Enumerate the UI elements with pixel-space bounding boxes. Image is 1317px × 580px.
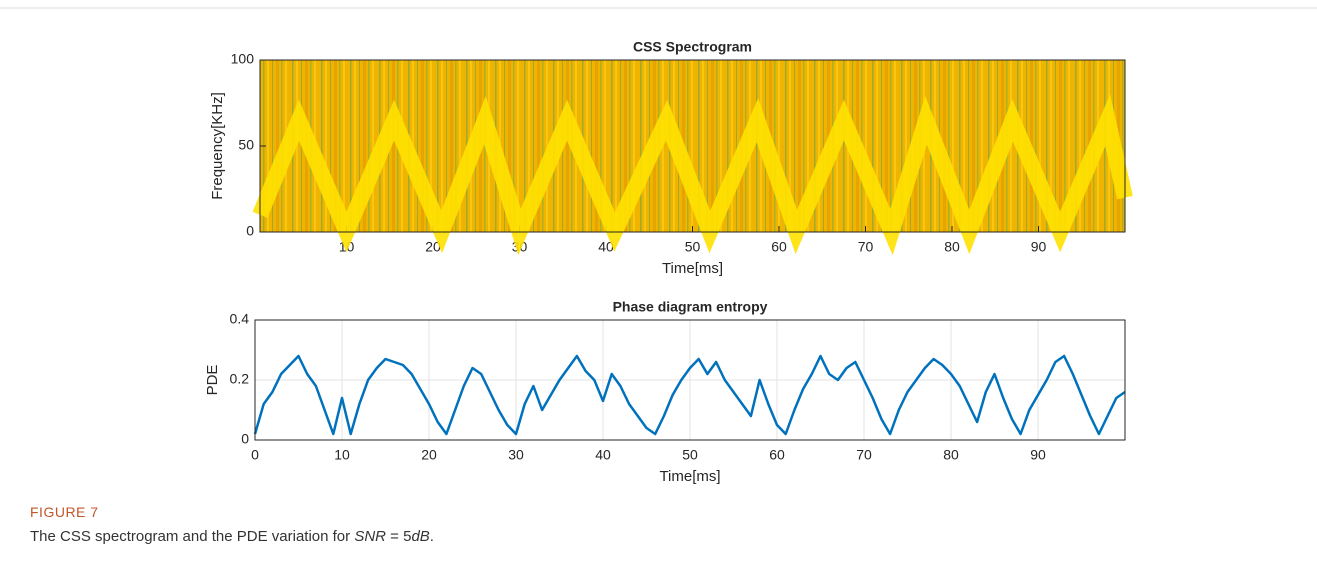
caption-label: FIGURE 7 [30,504,99,520]
caption-part: . [429,528,434,545]
x-tick-label: 80 [943,447,959,463]
figure: 0 50 100 10 20 30 40 50 60 70 80 90 CSS Spectrogram T… [0,7,1317,485]
pde-line [253,354,1126,436]
y-tick-label: 100 [231,51,255,67]
y-tick-label: 0.4 [230,311,250,327]
caption-part: SNR [354,528,386,545]
x-tick-label: 60 [769,447,785,463]
x-tick-label: 70 [856,447,872,463]
y-axis-label: Frequency[KHz] [209,92,226,200]
y-tick-label: 0 [246,223,254,239]
chart-title: Phase diagram entropy [613,299,768,315]
x-tick-label: 80 [944,239,960,255]
x-tick-label: 10 [334,447,350,463]
y-tick-label: 0.2 [230,371,250,387]
x-tick-label: 90 [1030,447,1046,463]
axes-frame [254,319,1126,441]
y-tick-label: 0 [241,431,249,447]
x-tick-label: 0 [251,447,259,463]
caption-part: dB [411,528,430,545]
y-axis-label: PDE [204,365,221,396]
x-tick-label: 60 [771,239,787,255]
x-tick-label: 30 [508,447,524,463]
x-tick-label: 20 [425,239,441,255]
caption-text: The CSS spectrogram and the PDE variatio… [30,528,434,545]
x-tick-label: 40 [595,447,611,463]
x-tick-label: 20 [421,447,437,463]
axes-frame [259,59,1126,233]
x-tick-label: 90 [1031,239,1047,255]
x-axis-label: Time[ms] [662,260,723,277]
caption-part: The CSS spectrogram and the PDE variatio… [30,528,355,545]
x-tick-label: 70 [858,239,874,255]
x-tick-label: 40 [598,239,614,255]
chart-title: CSS Spectrogram [633,39,752,55]
x-tick-label: 50 [685,239,701,255]
y-tick-label: 50 [238,137,254,153]
x-axis-label: Time[ms] [659,468,720,485]
caption-part: = 5 [386,528,412,545]
x-tick-label: 50 [682,447,698,463]
